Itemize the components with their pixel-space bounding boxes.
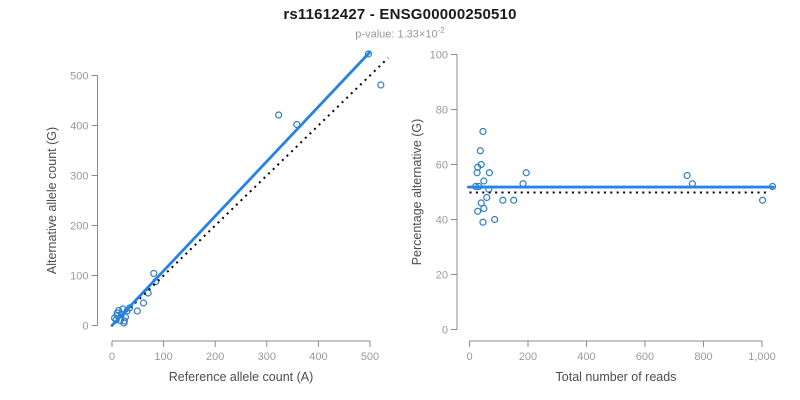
data-points — [110, 50, 385, 327]
axes — [451, 54, 763, 347]
data-point — [474, 207, 482, 215]
tick-labels: 0 100 200 300 400 500 0 100 200 300 400 500 — [70, 71, 379, 364]
pvalue-exponent: -2 — [437, 26, 445, 35]
y-tick-label: 0 — [82, 321, 88, 333]
x-axis-title: Reference allele count (A) — [169, 370, 314, 384]
y-tick-label: 400 — [70, 121, 88, 133]
data-point — [479, 218, 487, 226]
y-tick-label: 100 — [430, 50, 448, 62]
data-point — [133, 307, 141, 315]
x-tick-label: 500 — [361, 351, 379, 363]
data-point — [683, 171, 691, 180]
data-point — [758, 196, 767, 204]
page-title: rs11612427 - ENSG00000250510 — [283, 6, 517, 23]
y-tick-label: 500 — [70, 71, 88, 83]
y-tick-label: 300 — [70, 171, 88, 183]
x-tick-label: 0 — [109, 351, 115, 363]
y-tick-label: 100 — [70, 271, 88, 283]
y-tick-label: 60 — [436, 160, 448, 172]
x-tick-label: 400 — [577, 351, 595, 363]
y-tick-label: 0 — [442, 325, 448, 337]
x-tick-label: 100 — [154, 351, 172, 363]
data-point — [499, 196, 507, 204]
data-point — [120, 317, 128, 325]
x-tick-label: 600 — [636, 351, 654, 363]
pvalue-subtitle: p-value: 1.33×10-2 — [0, 26, 800, 41]
data-point — [377, 81, 385, 89]
x-axis-title: Total number of reads — [556, 370, 677, 384]
data-point — [485, 169, 493, 177]
data-point — [479, 127, 487, 136]
y-axis-title: Percentage alternative (G) — [410, 119, 424, 266]
data-point — [480, 177, 488, 185]
dotted-reference-line — [111, 57, 389, 327]
y-tick-label: 20 — [436, 270, 448, 282]
x-tick-label: 200 — [206, 351, 224, 363]
x-tick-label: 0 — [466, 351, 472, 363]
left-scatter-panel: 0 100 200 300 400 500 0 100 200 300 400 500 Referenc… — [0, 40, 400, 400]
x-tick-label: 800 — [694, 351, 712, 363]
tick-labels: 0 20 40 60 80 100 0 200 400 600 800 1,000 — [430, 50, 776, 364]
data-point — [483, 193, 491, 202]
x-tick-label: 1,000 — [748, 351, 776, 363]
axes — [91, 75, 371, 347]
data-point — [491, 215, 499, 224]
data-point — [139, 299, 148, 307]
data-point — [364, 50, 373, 58]
y-tick-label: 40 — [436, 215, 448, 227]
x-tick-label: 400 — [309, 351, 327, 363]
right-scatter-panel: 0 20 40 60 80 100 0 200 400 600 800 1,000 Total numb… — [400, 40, 800, 400]
percentage-reads-scatter-chart: 0 20 40 60 80 100 0 200 400 600 800 1,000 Total numb… — [410, 50, 777, 384]
y-tick-label: 80 — [436, 105, 448, 117]
allele-count-scatter-chart: 0 100 200 300 400 500 0 100 200 300 400 500 Referenc… — [45, 50, 389, 384]
plot-header: rs11612427 - ENSG00000250510 p-value: 1.… — [0, 6, 800, 41]
data-point — [150, 269, 158, 278]
data-point — [476, 147, 484, 155]
data-point — [522, 169, 530, 177]
x-tick-label: 300 — [258, 351, 276, 363]
data-point — [510, 196, 518, 204]
pvalue-text: p-value: 1.33×10 — [355, 28, 438, 41]
y-axis-title: Alternative allele count (G) — [45, 127, 59, 274]
data-point — [477, 199, 485, 207]
data-point — [480, 204, 488, 213]
data-points — [472, 127, 777, 226]
y-tick-label: 200 — [70, 221, 88, 233]
data-point — [477, 160, 485, 169]
x-tick-label: 200 — [519, 351, 537, 363]
fitted-line — [110, 50, 372, 327]
data-point — [275, 111, 283, 119]
